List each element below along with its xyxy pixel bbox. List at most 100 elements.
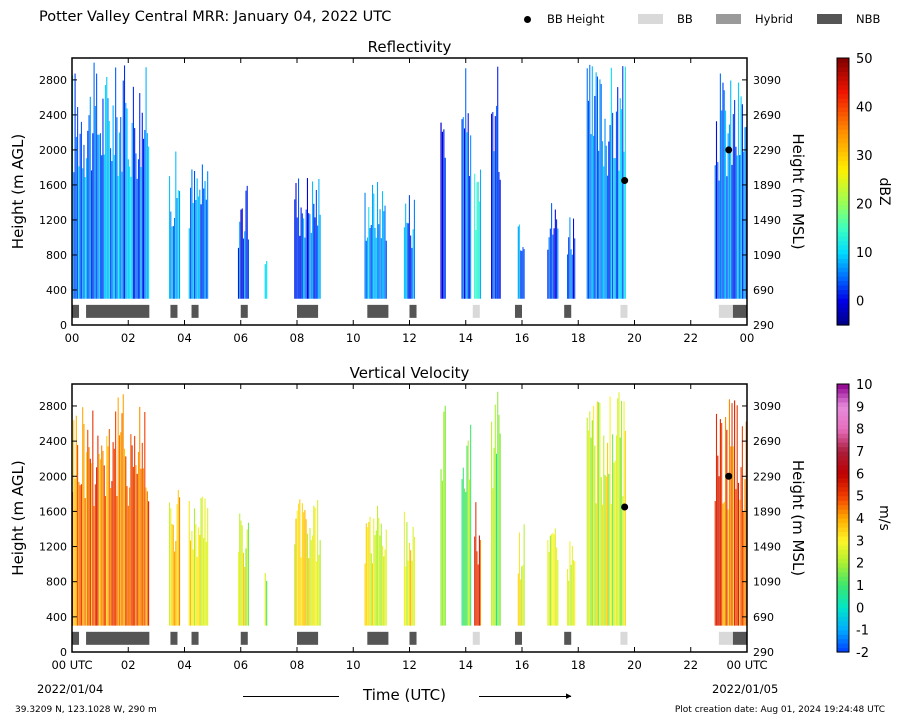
precip-streak	[294, 199, 296, 299]
precip-streak	[556, 219, 558, 299]
precip-streak	[553, 228, 555, 299]
precip-streak	[92, 410, 94, 626]
precip-streak	[370, 225, 372, 299]
colorbar-segment	[837, 93, 849, 99]
precip-streak	[135, 465, 137, 626]
precip-streak	[714, 501, 716, 626]
y-tick-label-right: 1490	[753, 214, 781, 227]
x-tick-label: 12	[402, 331, 417, 345]
precip-streak	[410, 550, 412, 626]
precip-streak	[98, 453, 100, 626]
precip-streak	[129, 487, 131, 626]
bb-type-bar	[86, 304, 150, 318]
colorbar-segment	[837, 182, 849, 188]
precip-streak	[517, 573, 519, 626]
colorbar-segment	[837, 625, 849, 631]
precip-streak	[169, 176, 171, 299]
precip-streak	[91, 170, 93, 299]
precip-streak	[499, 179, 501, 299]
precip-streak	[369, 228, 371, 299]
precip-streak	[547, 539, 549, 626]
bb-height-point	[725, 472, 733, 480]
y-tick-label-right: 2690	[753, 109, 781, 122]
colorbar-segment	[837, 320, 849, 326]
precip-streak	[731, 164, 733, 299]
precip-streak	[444, 405, 446, 626]
colorbar-segment	[837, 66, 849, 72]
precip-streak	[715, 413, 718, 626]
colorbar-segment	[837, 307, 849, 313]
precip-streak	[201, 496, 203, 626]
y-axis-label: Height (m AGL)	[9, 460, 27, 575]
precip-streak	[375, 530, 377, 626]
precip-streak	[557, 559, 559, 626]
precip-streak	[617, 87, 619, 299]
precip-streak	[725, 110, 727, 299]
colorbar-segment	[837, 200, 849, 206]
legend-bb-height: BB Height	[521, 12, 604, 26]
precip-streak	[106, 435, 108, 626]
precip-streak	[313, 203, 315, 299]
precip-streak	[739, 155, 741, 299]
colorbar-segment	[837, 549, 849, 555]
precip-streak	[732, 446, 734, 626]
precip-streak	[723, 90, 725, 299]
precip-streak	[718, 476, 720, 626]
colorbar-segment	[837, 98, 849, 104]
colorbar-segment	[837, 442, 849, 448]
precip-streak	[743, 151, 745, 299]
precip-streak	[312, 535, 314, 626]
precip-streak	[179, 497, 181, 626]
precip-streak	[296, 217, 298, 299]
colorbar-tick-label: 8	[856, 423, 864, 438]
precip-streak	[239, 221, 241, 299]
precip-streak	[130, 176, 132, 299]
precip-streak	[440, 122, 442, 299]
precip-streak	[87, 130, 89, 299]
colorbar-frame	[836, 57, 850, 326]
colorbar-tick-label: 6	[856, 467, 864, 482]
precip-streak	[495, 105, 498, 299]
precip-streak	[552, 234, 554, 299]
precip-streak	[571, 254, 573, 299]
precip-streak	[319, 540, 321, 626]
precip-streak	[444, 157, 446, 299]
precip-streak	[196, 556, 198, 626]
precip-streak	[405, 566, 407, 626]
precip-streak	[601, 141, 604, 299]
precip-streak	[521, 250, 523, 299]
colorbar-tick-label: 2	[856, 557, 864, 572]
x-tick-label: 16	[515, 331, 530, 345]
precip-streak	[241, 525, 243, 626]
precip-streak	[719, 419, 721, 626]
precip-streak	[240, 209, 242, 299]
precip-streak	[743, 511, 745, 626]
precip-streak	[613, 158, 615, 299]
precip-streak	[737, 82, 740, 299]
precip-streak	[570, 249, 572, 299]
precip-streak	[714, 165, 716, 299]
colorbar-tick-label: 30	[856, 149, 873, 164]
colorbar-segment	[837, 84, 849, 90]
colorbar-segment	[837, 477, 849, 483]
y-tick-label-right: 2290	[753, 470, 781, 483]
colorbar-segment	[837, 195, 849, 201]
precip-streak	[477, 564, 479, 626]
precip-streak	[131, 122, 133, 299]
precip-streak	[380, 523, 382, 626]
precip-streak	[83, 424, 85, 626]
bb-height-point	[725, 146, 733, 154]
precip-streak	[369, 516, 371, 626]
precip-streak	[237, 551, 239, 626]
date-end-label: 2022/01/05	[712, 682, 779, 696]
precip-streak	[103, 465, 105, 626]
precip-streak	[735, 489, 737, 626]
precip-streak	[385, 240, 387, 299]
precip-streak	[552, 533, 554, 626]
colorbar-segment	[837, 611, 849, 617]
precip-streak	[87, 429, 89, 626]
precip-streak	[728, 399, 730, 626]
colorbar-tick-label: 10	[856, 378, 873, 393]
precip-streak	[553, 534, 555, 626]
colorbar-segment	[837, 522, 849, 528]
